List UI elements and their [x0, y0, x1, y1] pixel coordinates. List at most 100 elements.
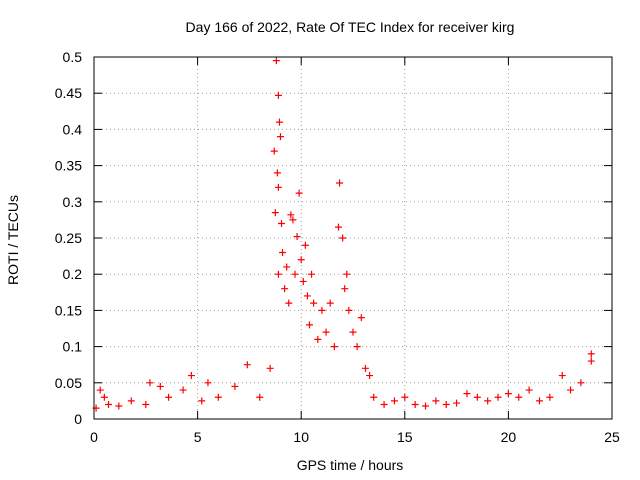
data-point: [156, 382, 164, 390]
data-point: [214, 393, 222, 401]
x-tick-label: 5: [194, 429, 202, 445]
data-point: [231, 382, 239, 390]
data-point: [274, 270, 282, 278]
data-point: [301, 241, 309, 249]
data-point: [336, 179, 344, 187]
y-axis-label: ROTI / TECUs: [5, 195, 21, 285]
data-point: [243, 361, 251, 369]
data-point: [314, 335, 322, 343]
data-point: [484, 397, 492, 405]
data-point: [349, 328, 357, 336]
data-point: [353, 343, 361, 351]
data-point: [422, 402, 430, 410]
y-tick-label: 0.2: [63, 266, 83, 282]
data-point: [432, 397, 440, 405]
data-point: [587, 350, 595, 358]
data-point: [587, 357, 595, 365]
data-point: [291, 270, 299, 278]
data-point: [343, 270, 351, 278]
chart-title: Day 166 of 2022, Rate Of TEC Index for r…: [186, 19, 515, 35]
data-point: [473, 393, 481, 401]
y-tick-label: 0.1: [63, 339, 83, 355]
data-point: [204, 379, 212, 387]
x-axis-label: GPS time / hours: [297, 457, 404, 473]
y-tick-label: 0.45: [55, 85, 82, 101]
data-point: [390, 397, 398, 405]
data-point: [293, 233, 301, 241]
data-point: [357, 314, 365, 322]
data-point: [100, 393, 108, 401]
data-point: [535, 397, 543, 405]
axis-ticks: [93, 56, 613, 420]
data-point: [310, 299, 318, 307]
data-point: [281, 285, 289, 293]
data-point: [289, 216, 297, 224]
data-point: [165, 393, 173, 401]
data-point: [567, 386, 575, 394]
data-point: [283, 263, 291, 271]
data-point: [525, 386, 533, 394]
x-tick-label: 15: [397, 429, 413, 445]
data-point: [558, 372, 566, 380]
data-point: [273, 169, 281, 177]
data-point: [326, 299, 334, 307]
data-point: [334, 223, 342, 231]
data-point: [318, 306, 326, 314]
y-tick-label: 0.4: [63, 121, 83, 137]
data-point: [339, 234, 347, 242]
data-points: [92, 57, 595, 412]
data-point: [127, 397, 135, 405]
data-point: [297, 256, 305, 264]
data-point: [271, 209, 279, 217]
data-point: [366, 372, 374, 380]
data-point: [276, 133, 284, 141]
data-point: [278, 220, 286, 228]
x-tick-label: 20: [501, 429, 517, 445]
y-tick-label: 0.15: [55, 302, 82, 318]
y-tick-label: 0.05: [55, 375, 82, 391]
data-point: [411, 401, 419, 409]
x-tick-label: 10: [293, 429, 309, 445]
data-point: [274, 183, 282, 191]
data-point: [275, 118, 283, 126]
data-point: [272, 57, 280, 65]
data-point: [187, 372, 195, 380]
data-point: [577, 379, 585, 387]
data-point: [330, 343, 338, 351]
data-point: [494, 393, 502, 401]
data-point: [295, 189, 303, 197]
y-tick-label: 0: [74, 411, 82, 427]
data-point: [279, 248, 287, 256]
y-tick-label: 0.25: [55, 230, 82, 246]
data-point: [179, 386, 187, 394]
data-point: [322, 328, 330, 336]
y-tick-label: 0.3: [63, 194, 83, 210]
data-point: [305, 321, 313, 329]
data-point: [274, 91, 282, 99]
data-point: [287, 211, 295, 219]
data-point: [303, 292, 311, 300]
data-point: [266, 364, 274, 372]
data-point: [345, 306, 353, 314]
data-point: [256, 393, 264, 401]
x-tick-label: 0: [90, 429, 98, 445]
data-point: [515, 393, 523, 401]
data-point: [453, 399, 461, 407]
data-point: [198, 397, 206, 405]
data-point: [270, 147, 278, 155]
data-point: [105, 401, 113, 409]
data-point: [442, 401, 450, 409]
data-point: [341, 285, 349, 293]
data-point: [115, 402, 123, 410]
y-tick-label: 0.5: [63, 49, 83, 65]
x-tick-label: 25: [604, 429, 620, 445]
axis-tick-labels: 0 5 10 15 20 25 0 0.05 0.1 0.15 0.2 0.25 0.3 0.35 0.4 0…: [55, 49, 620, 445]
data-point: [361, 364, 369, 372]
data-point: [142, 401, 150, 409]
data-point: [380, 401, 388, 409]
data-point: [299, 277, 307, 285]
data-point: [96, 386, 104, 394]
data-point: [285, 299, 293, 307]
